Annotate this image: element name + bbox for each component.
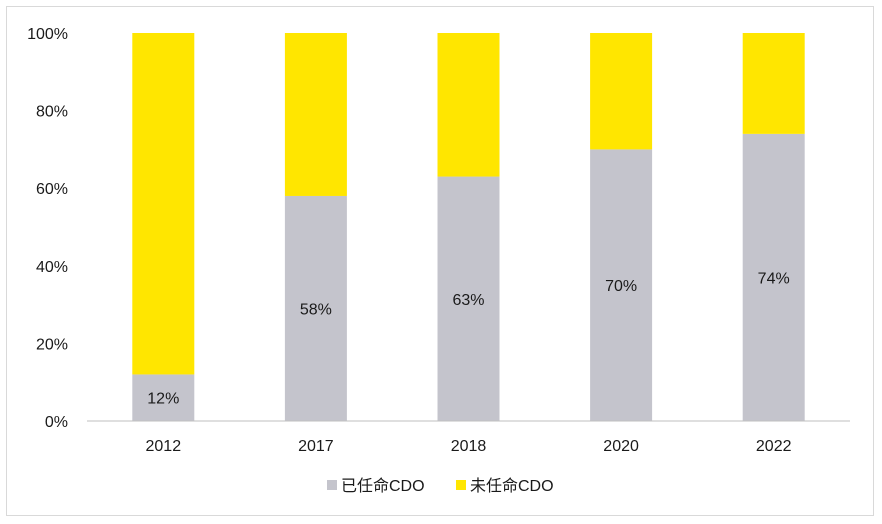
x-tick-label: 2022 [756,438,792,455]
x-tick-label: 2012 [146,438,182,455]
y-tick-label: 0% [45,414,68,431]
data-label-2018: 63% [452,292,484,309]
y-tick-label: 40% [36,259,68,276]
data-labels: 12% 58% 63% 70% 74% [147,270,789,407]
bars [132,33,805,421]
legend-swatch [456,480,466,490]
legend-label: 已任命CDO [341,477,425,495]
bar-appointed-2012 [132,374,195,421]
data-label-2020: 70% [605,278,637,295]
x-axis-ticks: 2012 2017 2018 2020 2022 [146,438,792,455]
bar-not-appointed-2012 [132,33,195,375]
bar-not-appointed-2017 [284,33,347,196]
chart-frame [6,6,874,516]
legend-label: 未任命CDO [470,477,554,495]
data-label-2022: 74% [758,270,790,287]
x-tick-label: 2020 [603,438,639,455]
legend-swatch [327,480,337,490]
bar-not-appointed-2018 [437,33,500,177]
bar-appointed-2017 [284,195,347,421]
bar-appointed-2018 [437,176,500,421]
x-tick-label: 2017 [298,438,334,455]
y-tick-label: 20% [36,336,68,353]
data-label-2017: 58% [300,301,332,318]
legend: 已任命CDO 未任命CDO [327,477,554,495]
bar-not-appointed-2020 [590,33,653,150]
y-tick-label: 100% [27,26,68,43]
bar-not-appointed-2022 [742,33,805,134]
data-label-2012: 12% [147,391,179,408]
y-tick-label: 60% [36,181,68,198]
bar-appointed-2020 [590,149,653,421]
bar-appointed-2022 [742,133,805,421]
y-axis-ticks: 0% 20% 40% 60% 80% 100% [27,26,68,431]
x-tick-label: 2018 [451,438,487,455]
y-tick-label: 80% [36,104,68,121]
